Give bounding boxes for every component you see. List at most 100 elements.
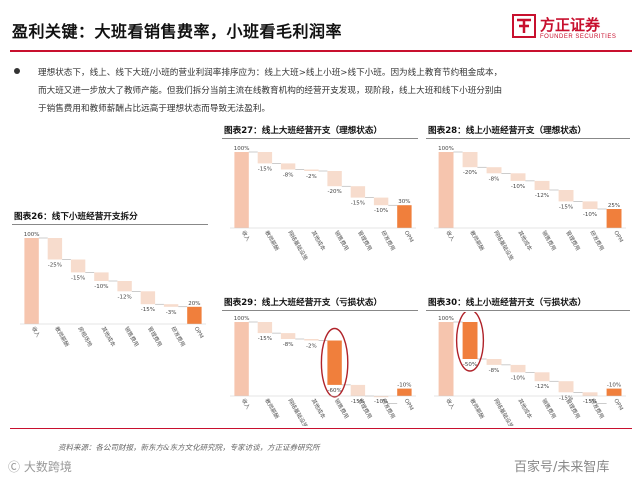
category-label: 销售费用 — [333, 397, 351, 420]
bar-3 — [304, 339, 319, 341]
brand-name-en: FOUNDER SECURITIES — [540, 34, 617, 40]
data-label: -10% — [374, 208, 388, 214]
bar-2 — [70, 259, 86, 273]
category-label: 销售费用 — [540, 229, 558, 252]
category-label: 教师薪酬 — [263, 397, 281, 420]
category-label: 管理费用 — [356, 229, 374, 252]
category-label: 其他成本 — [516, 229, 534, 252]
intro-line: 而大班又进一步放大了教师产能。但我们拆分当前主流在线教育机构的经营开支发现，现阶… — [38, 86, 503, 96]
caption-rule — [426, 138, 630, 139]
category-label: 收入 — [240, 229, 253, 243]
chart-caption-fig29: 图表29：线上大班经营开支（亏损状态） — [224, 298, 383, 308]
category-label: 收入 — [444, 397, 457, 411]
caption-rule — [12, 224, 208, 225]
data-label: 100% — [438, 146, 454, 152]
chart-caption-fig28: 图表28：线上小班经营开支（理想状态） — [428, 126, 587, 136]
data-label: -20% — [463, 170, 477, 176]
chart-caption-fig27: 图表27：线上大班经营开支（理想状态） — [224, 126, 383, 136]
data-label: -15% — [559, 204, 573, 210]
bar-1 — [257, 322, 273, 334]
category-label: 管理费用 — [564, 229, 582, 252]
bar-7 — [187, 306, 202, 324]
category-label: 网络基础设施 — [286, 397, 310, 426]
category-label: OPM — [403, 398, 415, 412]
intro-line: 理想状态下，线上、线下大班/小班的营业利润率排序应为：线上大班>线上小班>线下小… — [38, 68, 503, 78]
bar-5 — [558, 381, 574, 393]
bar-7 — [606, 209, 622, 228]
chart-caption-fig26: 图表26：线下小班经营开支拆分 — [14, 212, 138, 222]
data-label: -10% — [94, 284, 108, 290]
caption-rule — [222, 310, 418, 311]
waterfall-chart-fig30: 100%收入-50%教师薪酬-8%网络基础设施-10%其他成本-12%销售费用 -… — [434, 312, 626, 426]
bar-6 — [582, 201, 598, 209]
data-label: 100% — [234, 146, 250, 152]
category-label: 其他成本 — [310, 397, 328, 420]
category-label: 销售费用 — [540, 397, 558, 420]
category-label: OPM — [612, 398, 624, 412]
page-header: 盈利关键：大班看销售费率，小班看毛利润率 方正证券 FOUNDER SECURI… — [0, 0, 640, 52]
bar-1 — [257, 152, 273, 164]
category-label: 管理费用 — [146, 325, 164, 348]
category-label: OPM — [193, 326, 205, 340]
watermark-right: 百家号/未来智库 — [514, 460, 610, 475]
data-label: 100% — [24, 232, 40, 238]
highlight-ellipse — [320, 327, 349, 398]
category-label: 网络基础设施 — [492, 229, 516, 262]
bar-4 — [534, 180, 550, 190]
data-label: -15% — [258, 166, 272, 172]
bar-6 — [582, 392, 598, 396]
intro-line: 于销售费用和教师薪酬占比远高于理想状态而导致无法盈利。 — [38, 104, 271, 114]
bar-6 — [373, 396, 389, 398]
data-label: -15% — [559, 395, 573, 401]
category-label: 其他成本 — [100, 325, 118, 348]
category-label: 收入 — [444, 229, 457, 243]
bar-5 — [140, 291, 156, 305]
category-label: 教师薪酬 — [468, 397, 486, 420]
category-label: 其他成本 — [516, 397, 534, 420]
bar-6 — [163, 304, 179, 307]
waterfall-chart-fig29: 100%收入-15%教师薪酬-8%网络基础设施-2%其他成本-60%销售费用 -1… — [230, 316, 416, 426]
data-label: -8% — [489, 368, 500, 374]
data-label: -10% — [511, 375, 525, 381]
brand-name-cn: 方正证券 — [540, 16, 601, 34]
bar-5 — [350, 186, 366, 198]
category-label: 教师薪酬 — [53, 325, 71, 348]
bullet-icon — [14, 68, 20, 74]
bar-1 — [462, 322, 478, 359]
bar-7 — [397, 388, 412, 396]
bar-5 — [558, 190, 574, 202]
bar-3 — [94, 272, 109, 281]
data-label: -2% — [306, 174, 317, 180]
bar-7 — [397, 205, 412, 228]
category-label: 房租场地 — [76, 325, 94, 348]
bar-0 — [24, 238, 39, 324]
category-label: 教师薪酬 — [263, 229, 281, 252]
bar-4 — [117, 281, 132, 292]
data-label: 25% — [608, 203, 620, 209]
data-label: -15% — [141, 307, 155, 313]
category-label: 网络基础设施 — [492, 397, 516, 426]
waterfall-chart-fig26: 100% 收入 -25% 教师薪酬 -15% 房租场地 -10% 其他成本 -12% 销售费用 -1… — [20, 232, 206, 348]
source-note: 资料来源：各公司财报，新东方&东方文化研究院，专家访谈，方正证券研究所 — [58, 443, 320, 452]
bar-1 — [47, 238, 63, 260]
brand-logo: 方正证券 FOUNDER SECURITIES — [512, 12, 632, 46]
bar-0 — [438, 322, 454, 396]
data-label: -2% — [306, 344, 317, 350]
caption-rule — [222, 138, 418, 139]
bar-0 — [234, 322, 249, 396]
intro-paragraph: 理想状态下，线上、线下大班/小班的营业利润率排序应为：线上大班>线上小班>线下小… — [38, 64, 630, 118]
page-title: 盈利关键：大班看销售费率，小班看毛利润率 — [12, 22, 343, 41]
category-label: 研发费用 — [588, 229, 606, 252]
data-label: 20% — [188, 301, 200, 307]
data-label: -10% — [607, 383, 621, 389]
category-label: 研发费用 — [588, 397, 606, 420]
data-label: -10% — [374, 399, 388, 405]
data-label: -12% — [535, 384, 549, 390]
highlight-ellipse — [455, 312, 485, 372]
data-label: -15% — [583, 399, 597, 405]
bar-7 — [606, 388, 622, 396]
bar-2 — [280, 163, 296, 170]
data-label: -8% — [283, 173, 294, 179]
bar-2 — [486, 167, 502, 174]
category-label: 销售费用 — [333, 229, 351, 252]
